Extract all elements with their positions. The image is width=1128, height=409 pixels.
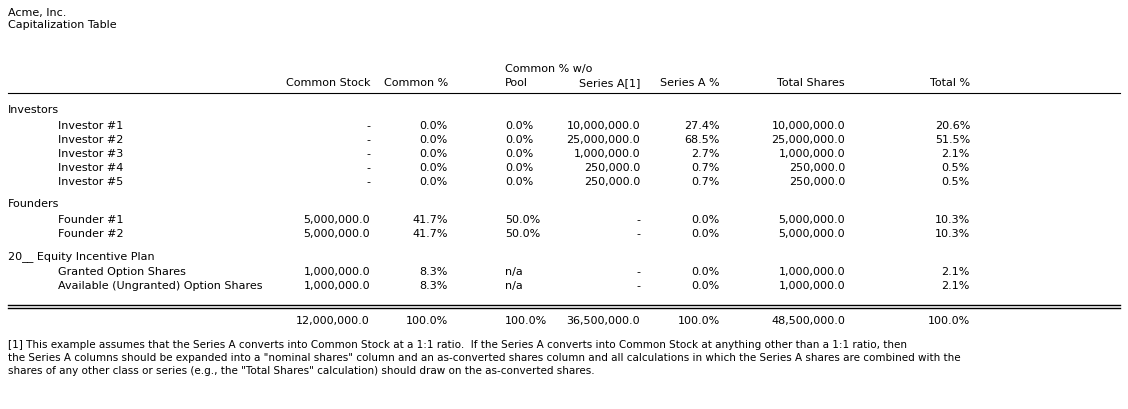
Text: 250,000.0: 250,000.0: [584, 163, 640, 173]
Text: 1,000,000.0: 1,000,000.0: [778, 149, 845, 159]
Text: Investor #5: Investor #5: [58, 177, 123, 187]
Text: 25,000,000.0: 25,000,000.0: [566, 135, 640, 145]
Text: 0.0%: 0.0%: [505, 149, 534, 159]
Text: n/a: n/a: [505, 267, 522, 277]
Text: 0.0%: 0.0%: [505, 121, 534, 131]
Text: 2.1%: 2.1%: [942, 267, 970, 277]
Text: 50.0%: 50.0%: [505, 215, 540, 225]
Text: 20.6%: 20.6%: [935, 121, 970, 131]
Text: 0.5%: 0.5%: [942, 177, 970, 187]
Text: 250,000.0: 250,000.0: [788, 163, 845, 173]
Text: Common % w/o: Common % w/o: [505, 64, 592, 74]
Text: -: -: [365, 135, 370, 145]
Text: 25,000,000.0: 25,000,000.0: [772, 135, 845, 145]
Text: 36,500,000.0: 36,500,000.0: [566, 316, 640, 326]
Text: 27.4%: 27.4%: [685, 121, 720, 131]
Text: Investor #4: Investor #4: [58, 163, 123, 173]
Text: Granted Option Shares: Granted Option Shares: [58, 267, 186, 277]
Text: 100.0%: 100.0%: [678, 316, 720, 326]
Text: Available (Ungranted) Option Shares: Available (Ungranted) Option Shares: [58, 281, 263, 291]
Text: 1,000,000.0: 1,000,000.0: [573, 149, 640, 159]
Text: 68.5%: 68.5%: [685, 135, 720, 145]
Text: 5,000,000.0: 5,000,000.0: [303, 229, 370, 239]
Text: n/a: n/a: [505, 281, 522, 291]
Text: 250,000.0: 250,000.0: [584, 177, 640, 187]
Text: 0.0%: 0.0%: [420, 121, 448, 131]
Text: -: -: [636, 229, 640, 239]
Text: Investor #2: Investor #2: [58, 135, 123, 145]
Text: -: -: [365, 149, 370, 159]
Text: 100.0%: 100.0%: [927, 316, 970, 326]
Text: Series A[1]: Series A[1]: [579, 78, 640, 88]
Text: 0.0%: 0.0%: [691, 215, 720, 225]
Text: Investor #3: Investor #3: [58, 149, 123, 159]
Text: 0.0%: 0.0%: [420, 177, 448, 187]
Text: -: -: [636, 267, 640, 277]
Text: 1,000,000.0: 1,000,000.0: [778, 267, 845, 277]
Text: 0.0%: 0.0%: [691, 281, 720, 291]
Text: 1,000,000.0: 1,000,000.0: [303, 267, 370, 277]
Text: 10,000,000.0: 10,000,000.0: [772, 121, 845, 131]
Text: Investors: Investors: [8, 105, 59, 115]
Text: 100.0%: 100.0%: [406, 316, 448, 326]
Text: 1,000,000.0: 1,000,000.0: [778, 281, 845, 291]
Text: Capitalization Table: Capitalization Table: [8, 20, 116, 30]
Text: Common %: Common %: [384, 78, 448, 88]
Text: Total %: Total %: [929, 78, 970, 88]
Text: 0.0%: 0.0%: [691, 229, 720, 239]
Text: 5,000,000.0: 5,000,000.0: [303, 215, 370, 225]
Text: 51.5%: 51.5%: [935, 135, 970, 145]
Text: Founder #2: Founder #2: [58, 229, 124, 239]
Text: -: -: [365, 177, 370, 187]
Text: [1] This example assumes that the Series A converts into Common Stock at a 1:1 r: [1] This example assumes that the Series…: [8, 340, 907, 350]
Text: 41.7%: 41.7%: [413, 215, 448, 225]
Text: 5,000,000.0: 5,000,000.0: [778, 215, 845, 225]
Text: 0.0%: 0.0%: [505, 163, 534, 173]
Text: 0.0%: 0.0%: [420, 163, 448, 173]
Text: 0.0%: 0.0%: [420, 149, 448, 159]
Text: 0.0%: 0.0%: [505, 177, 534, 187]
Text: -: -: [365, 121, 370, 131]
Text: the Series A columns should be expanded into a "nominal shares" column and an as: the Series A columns should be expanded …: [8, 353, 961, 363]
Text: 0.5%: 0.5%: [942, 163, 970, 173]
Text: 10.3%: 10.3%: [935, 215, 970, 225]
Text: 0.0%: 0.0%: [691, 267, 720, 277]
Text: Total Shares: Total Shares: [777, 78, 845, 88]
Text: 0.0%: 0.0%: [505, 135, 534, 145]
Text: 250,000.0: 250,000.0: [788, 177, 845, 187]
Text: 0.0%: 0.0%: [420, 135, 448, 145]
Text: 5,000,000.0: 5,000,000.0: [778, 229, 845, 239]
Text: 48,500,000.0: 48,500,000.0: [772, 316, 845, 326]
Text: Common Stock: Common Stock: [285, 78, 370, 88]
Text: Founders: Founders: [8, 199, 60, 209]
Text: 10,000,000.0: 10,000,000.0: [566, 121, 640, 131]
Text: Acme, Inc.: Acme, Inc.: [8, 8, 67, 18]
Text: 10.3%: 10.3%: [935, 229, 970, 239]
Text: 0.7%: 0.7%: [691, 177, 720, 187]
Text: 41.7%: 41.7%: [413, 229, 448, 239]
Text: 20__ Equity Incentive Plan: 20__ Equity Incentive Plan: [8, 251, 155, 262]
Text: 1,000,000.0: 1,000,000.0: [303, 281, 370, 291]
Text: Founder #1: Founder #1: [58, 215, 123, 225]
Text: 2.7%: 2.7%: [691, 149, 720, 159]
Text: Series A %: Series A %: [660, 78, 720, 88]
Text: 2.1%: 2.1%: [942, 149, 970, 159]
Text: 12,000,000.0: 12,000,000.0: [297, 316, 370, 326]
Text: -: -: [365, 163, 370, 173]
Text: shares of any other class or series (e.g., the "Total Shares" calculation) shoul: shares of any other class or series (e.g…: [8, 366, 594, 376]
Text: 0.7%: 0.7%: [691, 163, 720, 173]
Text: 2.1%: 2.1%: [942, 281, 970, 291]
Text: -: -: [636, 281, 640, 291]
Text: 8.3%: 8.3%: [420, 281, 448, 291]
Text: 100.0%: 100.0%: [505, 316, 547, 326]
Text: -: -: [636, 215, 640, 225]
Text: Pool: Pool: [505, 78, 528, 88]
Text: Investor #1: Investor #1: [58, 121, 123, 131]
Text: 8.3%: 8.3%: [420, 267, 448, 277]
Text: 50.0%: 50.0%: [505, 229, 540, 239]
